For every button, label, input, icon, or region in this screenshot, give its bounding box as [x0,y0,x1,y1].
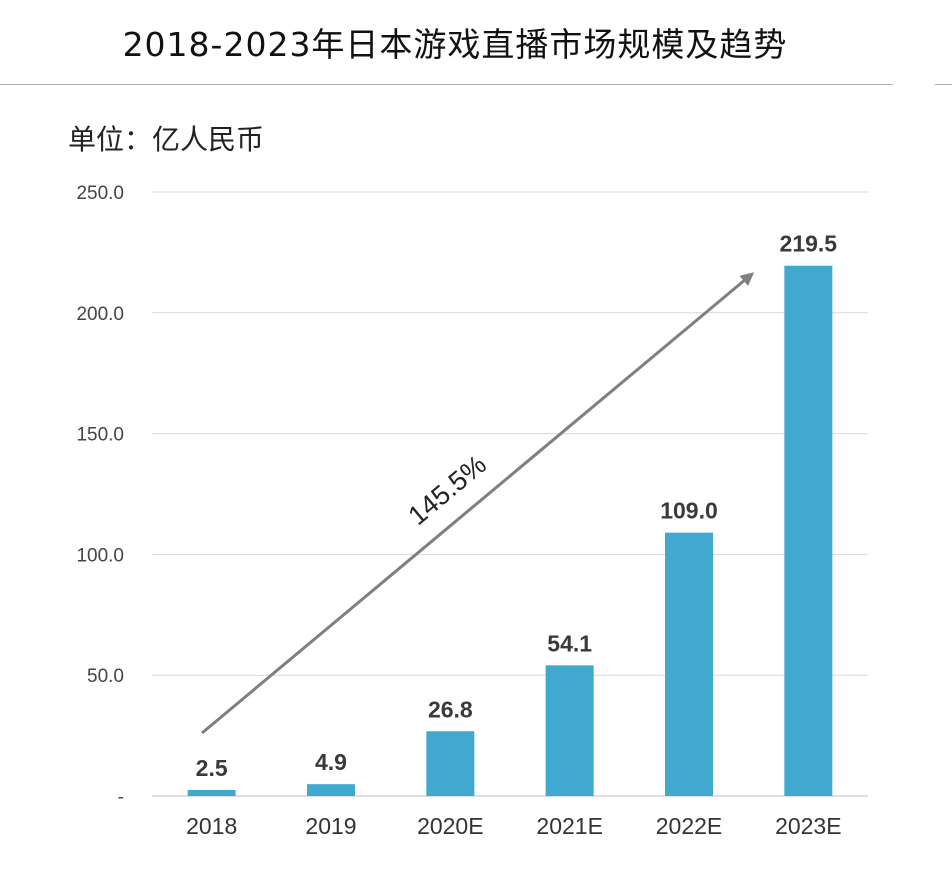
y-tick-label: 250.0 [76,183,124,204]
x-tick-label: 2019 [305,813,356,839]
title-divider-tail [935,84,952,85]
data-label: 4.9 [315,749,347,775]
gridlines [152,191,868,797]
data-label: 219.5 [780,231,838,257]
x-tick-label: 2021E [536,813,603,839]
y-tick-label: - [118,787,124,808]
bar [307,784,355,796]
y-axis-ticks: - 50.0 100.0 150.0 200.0 250.0 [76,183,124,808]
trend-arrow [201,272,755,735]
data-label: 109.0 [660,498,718,524]
data-label: 26.8 [428,696,473,722]
data-labels: 2.5 4.9 26.8 54.1 109.0 219.5 [196,231,838,781]
title-divider [0,84,893,85]
bar [665,532,713,796]
data-label: 2.5 [196,755,228,781]
x-tick-label: 2023E [775,813,842,839]
y-tick-label: 100.0 [76,545,124,566]
bar [187,789,236,796]
growth-rate-label: 145.5% [402,449,492,531]
x-tick-label: 2018 [186,813,237,839]
data-label: 54.1 [547,630,592,656]
unit-label: 单位：亿人民币 [68,123,265,156]
x-tick-label: 2022E [656,813,723,839]
bars [187,265,833,796]
y-tick-label: 150.0 [76,425,124,446]
chart-title: 2018-2023年日本游戏直播市场规模及趋势 [122,25,788,64]
bar [784,265,833,796]
bar [545,665,594,796]
bar [426,731,475,796]
y-tick-label: 50.0 [87,666,124,687]
x-tick-label: 2020E [417,813,484,839]
y-tick-label: 200.0 [76,304,124,325]
x-axis-ticks: 2018 2019 2020E 2021E 2022E 2023E [186,813,842,839]
